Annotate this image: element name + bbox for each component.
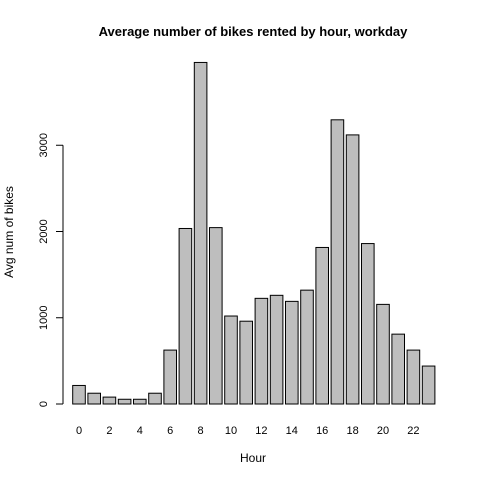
x-tick-label-18: 18 xyxy=(346,425,358,437)
bars-group xyxy=(72,61,436,405)
bar-hour-7 xyxy=(178,227,193,405)
x-tick-label-8: 8 xyxy=(198,425,204,437)
bar-hour-12 xyxy=(254,297,269,405)
bar-hour-20 xyxy=(376,303,390,405)
bar-hour-5 xyxy=(148,392,162,405)
bar-hour-23 xyxy=(421,365,436,405)
bar-hour-3 xyxy=(117,398,132,405)
x-tick-label-0: 0 xyxy=(76,425,82,437)
bar-hour-2 xyxy=(102,396,117,405)
y-axis: 0 1000 2000 3000 xyxy=(38,133,64,407)
bar-hour-6 xyxy=(163,349,177,405)
x-tick-label-14: 14 xyxy=(286,425,298,437)
bar-hour-21 xyxy=(391,333,405,405)
x-tick-label-20: 20 xyxy=(377,425,389,437)
bar-hour-17 xyxy=(330,119,345,405)
x-tick-label-10: 10 xyxy=(225,425,237,437)
x-tick-label-4: 4 xyxy=(137,425,143,437)
y-tick-label-1000: 1000 xyxy=(38,306,50,330)
x-tick-label-22: 22 xyxy=(407,425,419,437)
bar-hour-14 xyxy=(285,300,299,405)
x-tick-label-6: 6 xyxy=(167,425,173,437)
bar-hour-11 xyxy=(239,320,253,405)
bar-hour-1 xyxy=(87,392,102,405)
bar-hour-13 xyxy=(269,294,284,405)
bar-hour-15 xyxy=(300,289,314,405)
y-tick-label-2000: 2000 xyxy=(38,219,50,243)
bar-hour-19 xyxy=(361,243,375,405)
x-tick-labels: 0 2 4 6 8 10 12 14 16 18 20 22 xyxy=(76,425,420,437)
x-tick-label-2: 2 xyxy=(106,425,112,437)
bar-hour-0 xyxy=(72,384,86,405)
x-axis-label: Hour xyxy=(240,451,266,465)
bar-hour-8 xyxy=(193,61,208,405)
bar-hour-10 xyxy=(224,315,238,405)
bar-hour-18 xyxy=(345,134,360,405)
bar-hour-22 xyxy=(406,349,421,405)
bar-hour-9 xyxy=(209,227,223,405)
y-tick-label-0: 0 xyxy=(38,401,50,407)
chart-title: Average number of bikes rented by hour, … xyxy=(99,24,408,39)
x-tick-label-12: 12 xyxy=(255,425,267,437)
bar-hour-4 xyxy=(133,398,147,405)
y-tick-label-3000: 3000 xyxy=(38,133,50,157)
y-axis-label: Avg num of bikes xyxy=(2,186,16,278)
x-tick-label-16: 16 xyxy=(316,425,328,437)
bar-hour-16 xyxy=(315,246,329,405)
